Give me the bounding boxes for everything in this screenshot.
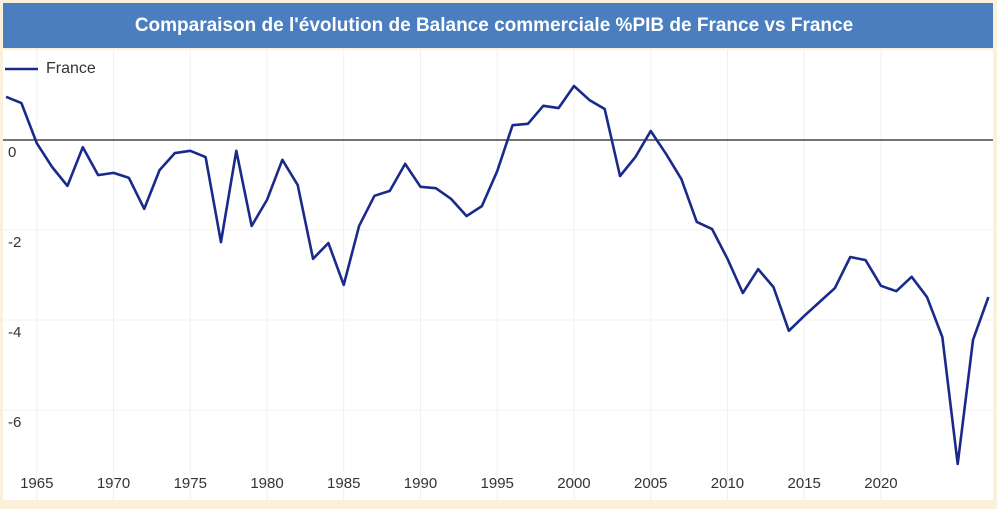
y-tick-label: -4 [8, 324, 21, 341]
x-tick-label: 2000 [557, 475, 590, 492]
legend-label: France [46, 60, 96, 77]
x-tick-label: 1980 [250, 475, 283, 492]
plot-area [3, 50, 993, 500]
x-tick-label: 1990 [404, 475, 437, 492]
x-tick-label: 1970 [97, 475, 130, 492]
x-tick-label: 2015 [788, 475, 821, 492]
x-tick-label: 2010 [711, 475, 744, 492]
data-line [5, 84, 990, 466]
x-tick-label: 2005 [634, 475, 667, 492]
x-tick-label: 1975 [174, 475, 207, 492]
y-tick-label: -6 [8, 414, 21, 431]
y-tick-label: -2 [8, 234, 21, 251]
x-tick-label: 2020 [864, 475, 897, 492]
chart-title: Comparaison de l'évolution de Balance co… [135, 15, 853, 36]
y-tick-label: 0 [8, 144, 16, 161]
title-bar [3, 3, 993, 48]
x-tick-label: 1985 [327, 475, 360, 492]
x-tick-label: 1965 [20, 475, 53, 492]
x-tick-label: 1995 [481, 475, 514, 492]
